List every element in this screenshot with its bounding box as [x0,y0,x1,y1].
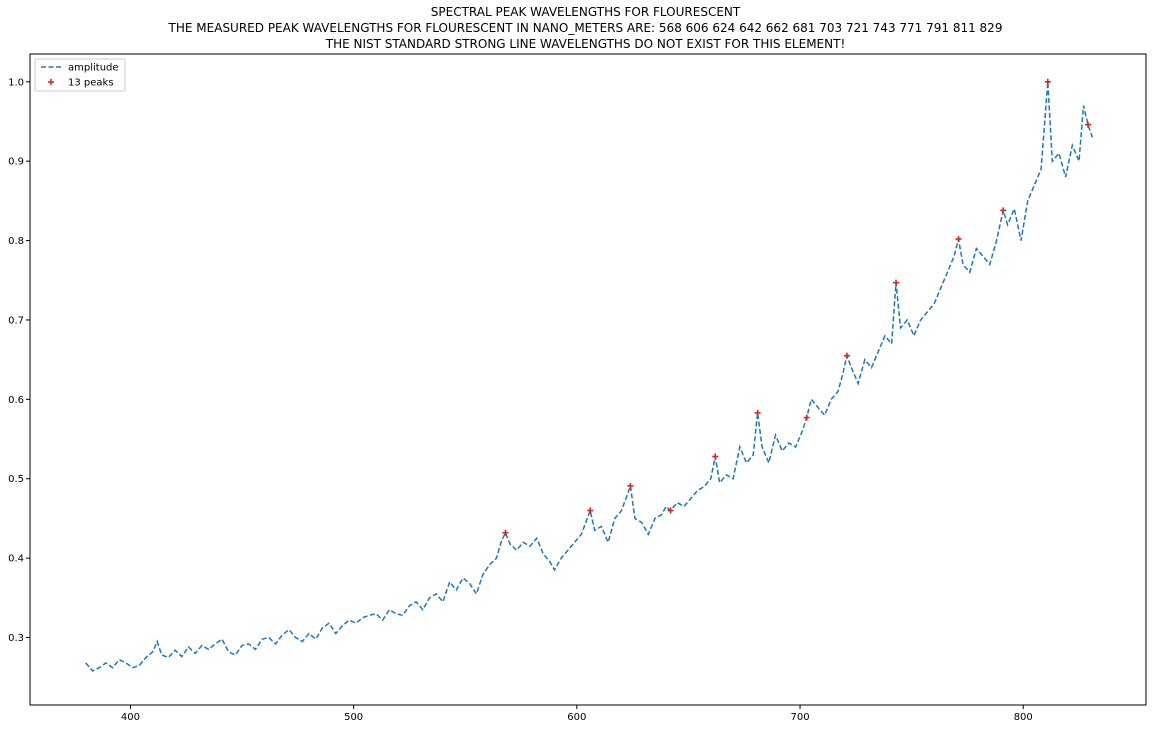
peak-marker [712,453,719,460]
legend-label-peaks: 13 peaks [68,78,114,89]
y-tick-label: 0.5 [8,474,24,485]
x-tick-label: 800 [1014,712,1033,723]
x-tick-label: 500 [344,712,363,723]
peak-marker [893,279,900,286]
x-tick-label: 700 [790,712,809,723]
y-tick-label: 0.7 [8,315,24,326]
y-tick-label: 0.8 [8,236,24,247]
x-tick-label: 400 [121,712,140,723]
x-tick-label: 600 [567,712,586,723]
y-tick-label: 0.6 [8,395,24,406]
legend-marker-swatch [48,79,54,85]
axes-frame [29,53,1147,706]
peak-marker [587,507,594,514]
chart-subtitle-nist: THE NIST STANDARD STRONG LINE WAVELENGTH… [325,37,846,51]
peak-marker [627,482,634,489]
series-line-amplitude [85,81,1094,672]
y-tick-label: 1.0 [8,77,24,88]
peak-marker [502,529,509,536]
peak-marker [803,414,810,421]
peak-marker [754,409,761,416]
peak-marker [843,352,850,359]
y-tick-label: 0.9 [8,157,24,168]
y-tick-label: 0.3 [8,633,24,644]
legend-label-amplitude: amplitude [68,63,119,74]
peak-marker [1084,121,1091,128]
peak-marker [1044,78,1051,85]
chart-title: SPECTRAL PEAK WAVELENGTHS FOR FLOURESCEN… [430,5,741,19]
peak-marker [955,235,962,242]
y-tick-label: 0.4 [8,554,24,565]
axis-ticks: 400 500 600 700 800 0.3 0.4 0.5 0.6 0.7 0.8 0.9 1.0 [8,77,1033,723]
peak-marker [1000,207,1007,214]
chart-subtitle-peaks: THE MEASURED PEAK WAVELENGTHS FOR FLOURE… [168,21,1003,35]
peak-marker [667,507,674,514]
legend: amplitude 13 peaks [34,58,126,92]
plot-marks [85,78,1094,672]
